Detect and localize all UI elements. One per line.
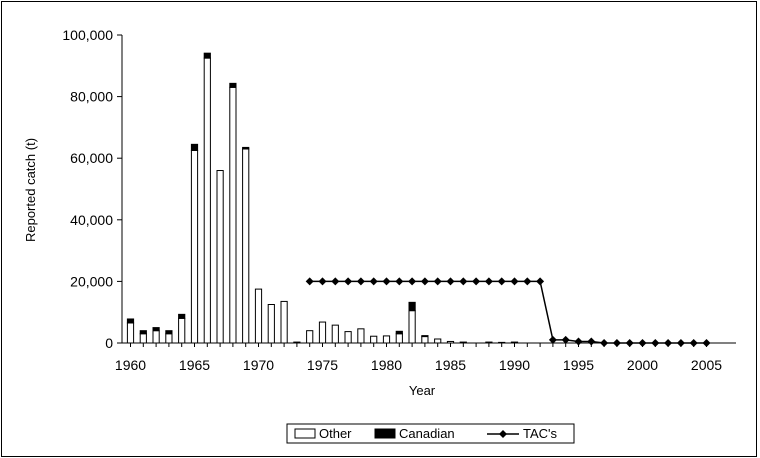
tac-point-1987 xyxy=(472,277,481,286)
bar-other-1984 xyxy=(434,338,442,344)
x-tick-label: 1990 xyxy=(499,357,530,373)
tac-point-1979 xyxy=(369,277,378,286)
plot-area xyxy=(122,35,736,343)
tac-point-1974 xyxy=(305,277,314,286)
y-tick-label: 40,000 xyxy=(70,212,113,228)
bar-other-1981 xyxy=(395,333,403,344)
tac-point-1989 xyxy=(497,277,506,286)
plot-background xyxy=(122,35,736,343)
x-tick-label: 1970 xyxy=(243,357,274,373)
bar-other-1964 xyxy=(178,317,186,344)
bar-canadian-1982 xyxy=(408,301,416,312)
tac-point-1993 xyxy=(548,335,557,344)
tac-line-layer xyxy=(305,277,711,347)
bar-canadian-1968 xyxy=(229,82,237,88)
tac-point-1984 xyxy=(433,277,442,286)
y-tick-label: 20,000 xyxy=(70,273,113,289)
bar-other-1977 xyxy=(344,331,352,344)
y-tick-labels: 0 20,000 40,000 60,000 80,000 100,000 xyxy=(62,27,113,351)
bar-canadian-1983 xyxy=(421,335,429,338)
bar-canadian-1960 xyxy=(126,318,135,324)
bar-other-1968 xyxy=(229,86,237,344)
axes-layer xyxy=(117,34,736,347)
bar-other-1975 xyxy=(318,321,327,344)
legend-box xyxy=(286,423,575,444)
y-tick-label: 60,000 xyxy=(70,150,113,166)
bar-other-1971 xyxy=(267,304,275,344)
x-tick-label: 1975 xyxy=(307,357,338,373)
tac-point-1994 xyxy=(561,335,570,344)
bar-other-1963 xyxy=(165,333,173,344)
x-axis-title: Year xyxy=(409,383,436,398)
tac-point-1990 xyxy=(510,277,519,286)
legend-swatch-canadian xyxy=(374,428,396,439)
tac-point-1992 xyxy=(536,277,545,286)
legend-label-tac: TAC's xyxy=(523,426,558,441)
bar-canadian-1965 xyxy=(190,143,199,151)
x-tick-label: 1995 xyxy=(563,357,594,373)
bar-other-1974 xyxy=(306,330,314,344)
tac-point-1988 xyxy=(484,277,493,286)
tac-point-1983 xyxy=(420,277,429,286)
bar-other-1961 xyxy=(139,333,147,344)
bar-other-1962 xyxy=(152,330,160,344)
y-tick-label: 100,000 xyxy=(62,27,113,43)
bar-canadian-1964 xyxy=(178,313,186,319)
legend: Other Canadian TAC's xyxy=(286,423,575,444)
bar-other-1967 xyxy=(216,170,224,344)
bar-canadian-1962 xyxy=(152,327,160,332)
legend-label-other: Other xyxy=(319,426,352,441)
bar-other-1965 xyxy=(190,150,199,344)
tac-point-1981 xyxy=(395,277,404,286)
x-tick-label: 1980 xyxy=(371,357,402,373)
x-tick-label: 2000 xyxy=(627,357,658,373)
tac-point-1982 xyxy=(408,277,417,286)
legend-swatch-tac-marker xyxy=(499,430,507,438)
y-tick-label: 80,000 xyxy=(70,89,113,105)
tac-point-1977 xyxy=(344,277,353,286)
bar-other-1976 xyxy=(331,324,339,344)
bar-canadian-1961 xyxy=(139,330,147,335)
tac-point-1976 xyxy=(331,277,340,286)
bar-other-1980 xyxy=(382,335,391,344)
bar-canadian-1963 xyxy=(165,330,173,335)
bar-other-1966 xyxy=(203,57,211,344)
tac-point-1985 xyxy=(446,277,455,286)
bar-other-1979 xyxy=(370,335,378,344)
tac-point-1986 xyxy=(459,277,468,286)
y-tick-label: 0 xyxy=(105,335,113,351)
bar-other-1972 xyxy=(280,300,288,344)
bar-other-1969 xyxy=(242,148,250,344)
bar-other-1970 xyxy=(254,288,263,344)
x-tick-labels: 1960 1965 1970 1975 1980 1985 1990 1995 2000 2005 xyxy=(115,357,722,373)
legend-swatch-other xyxy=(294,428,316,439)
x-tick-label: 2005 xyxy=(691,357,722,373)
bar-other-1960 xyxy=(126,322,135,344)
x-tick-label: 1960 xyxy=(115,357,146,373)
bar-canadian-1969 xyxy=(242,146,250,150)
tac-point-1991 xyxy=(523,277,532,286)
bar-other-1983 xyxy=(421,336,429,344)
x-tick-label: 1985 xyxy=(435,357,466,373)
tac-point-1975 xyxy=(318,277,327,286)
y-axis-title: Reported catch (t) xyxy=(23,138,38,242)
tac-point-1978 xyxy=(356,277,365,286)
bar-canadian-1966 xyxy=(203,52,211,59)
bar-other-1978 xyxy=(357,328,365,344)
bar-canadian-1981 xyxy=(395,330,403,335)
x-tick-label: 1965 xyxy=(179,357,210,373)
tac-point-1980 xyxy=(382,277,391,286)
bar-other-1982 xyxy=(408,310,416,344)
legend-label-canadian: Canadian xyxy=(399,426,455,441)
